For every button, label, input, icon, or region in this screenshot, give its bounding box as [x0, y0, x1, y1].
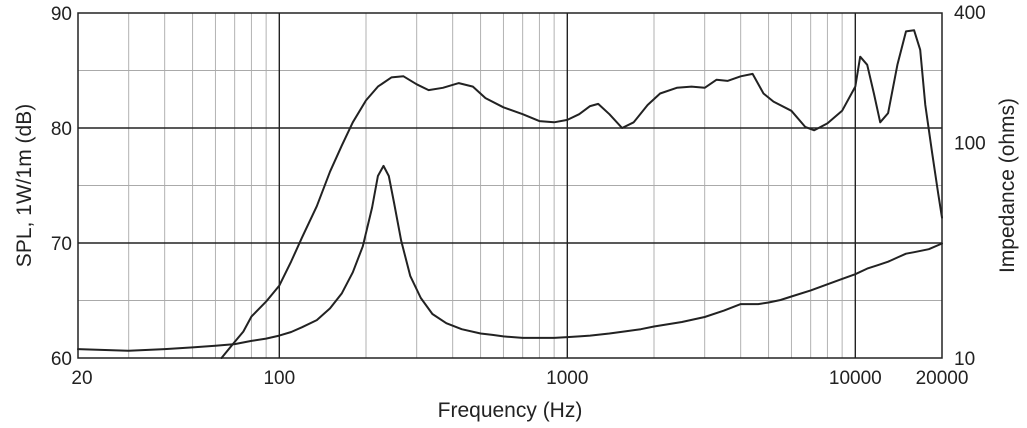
y-left-tick-label: 70: [51, 234, 72, 255]
y-left-tick-labels: 60 70 80 90: [51, 4, 72, 370]
x-tick-label: 20: [71, 368, 92, 389]
y-left-tick-label: 60: [51, 349, 72, 370]
y-left-axis-label: SPL, 1W/1m (dB): [13, 104, 36, 267]
plot-frame: [77, 12, 943, 359]
x-axis-label: Frequency (Hz): [438, 399, 583, 422]
y-left-tick-label: 80: [51, 119, 72, 140]
x-tick-label: 10000: [829, 368, 882, 389]
minor-gridlines: [78, 13, 942, 358]
impedance-curve: [77, 164, 943, 352]
y-right-tick-labels: 10 100 400: [954, 3, 986, 370]
series-layer: [77, 29, 943, 359]
x-tick-label: 100: [263, 368, 295, 389]
y-right-tick-label: 400: [954, 3, 986, 24]
major-gridlines: [78, 13, 942, 358]
y-right-axis-label: Impedance (ohms): [996, 98, 1019, 273]
y-right-tick-label: 10: [954, 349, 975, 370]
spl-curve: [220, 29, 943, 359]
x-tick-label: 20000: [916, 368, 969, 389]
y-right-tick-label: 100: [954, 134, 986, 155]
y-left-tick-label: 90: [51, 4, 72, 25]
x-tick-labels: 20 100 1000 10000 20000: [71, 368, 968, 389]
x-tick-label: 1000: [546, 368, 588, 389]
